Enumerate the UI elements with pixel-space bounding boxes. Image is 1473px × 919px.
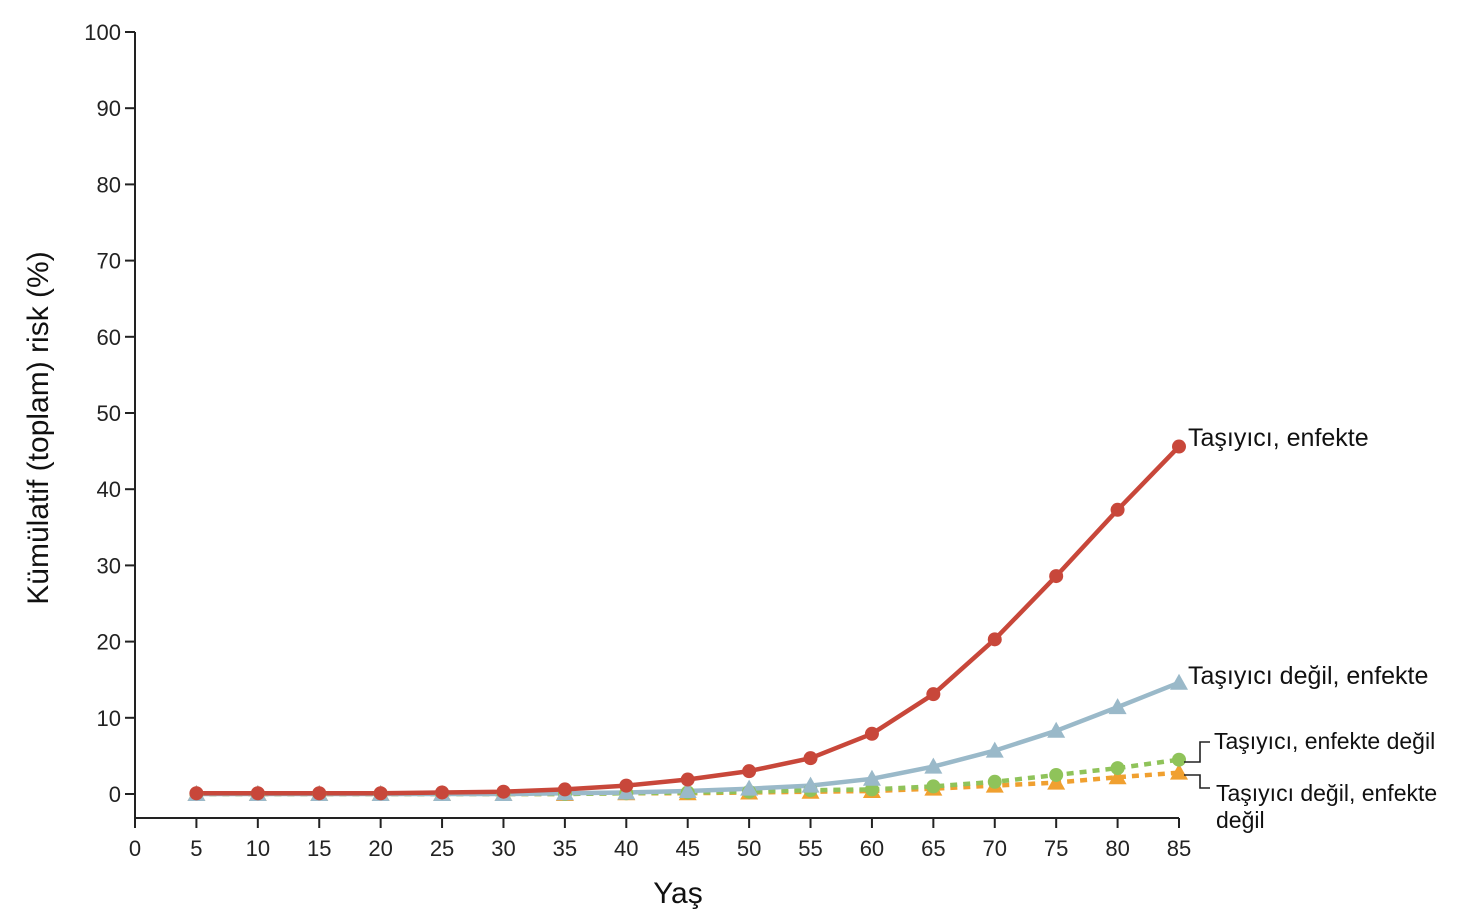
x-tick-label-0: 0 <box>129 836 141 861</box>
series-label-noncarrier-infected: Taşıyıcı değil, enfekte <box>1188 662 1428 690</box>
x-tick-label-70: 70 <box>983 836 1007 861</box>
series-1-point-80 <box>1108 698 1127 715</box>
series-markers <box>187 439 1188 801</box>
y-tick-label-100: 100 <box>84 20 121 45</box>
series-1-point-75 <box>1047 721 1066 738</box>
series-0-point-70 <box>987 632 1002 647</box>
x-tick-label-75: 75 <box>1044 836 1068 861</box>
series-line-3 <box>196 770 1180 797</box>
x-tick-label-65: 65 <box>921 836 945 861</box>
x-tick-label-10: 10 <box>246 836 270 861</box>
series-line-2 <box>196 757 1180 797</box>
series-0-point-40 <box>619 778 634 793</box>
x-tick-label-25: 25 <box>430 836 454 861</box>
series-0-point-30 <box>496 784 511 799</box>
label-bracket-noncarrier-uninfected <box>1184 774 1210 789</box>
series-0-point-20 <box>373 786 388 801</box>
label-bracket-carrier-uninfected <box>1184 741 1210 763</box>
y-tick-label-90: 90 <box>97 96 121 121</box>
y-tick-label-30: 30 <box>97 553 121 578</box>
series-1-point-45 <box>678 781 697 798</box>
series-1-point-70 <box>985 741 1004 758</box>
series-1-point-55 <box>801 776 820 793</box>
series-0-point-15 <box>312 786 327 801</box>
y-tick-label-50: 50 <box>97 401 121 426</box>
y-tick-label-0: 0 <box>109 782 121 807</box>
x-tick-label-20: 20 <box>368 836 392 861</box>
y-tick-label-40: 40 <box>97 477 121 502</box>
series-0-point-65 <box>926 687 941 702</box>
x-tick-label-50: 50 <box>737 836 761 861</box>
series-0-point-10 <box>250 786 265 801</box>
series-0-point-45 <box>680 772 695 787</box>
x-tick-label-45: 45 <box>675 836 699 861</box>
series-label-carrier-uninfected: Taşıyıcı, enfekte değil <box>1214 728 1435 754</box>
series-2-point-75 <box>1049 767 1064 782</box>
y-axis-title: Kümülatif (toplam) risk (%) <box>22 251 55 604</box>
series-label-noncarrier-uninfected-line2: değil <box>1216 807 1265 833</box>
series-label-noncarrier-uninfected-line1: Taşıyıcı değil, enfekte <box>1216 780 1437 806</box>
x-tick-label-85: 85 <box>1167 836 1191 861</box>
series-2-point-85 <box>1172 752 1186 767</box>
y-tick-label-60: 60 <box>97 325 121 350</box>
series-0-point-80 <box>1110 502 1125 517</box>
series-line-0 <box>194 444 1182 796</box>
series-0-point-50 <box>742 764 757 779</box>
x-tick-label-55: 55 <box>798 836 822 861</box>
x-tick-label-35: 35 <box>553 836 577 861</box>
series-0-point-75 <box>1049 569 1064 584</box>
series-1-point-50 <box>740 779 759 796</box>
y-tick-label-80: 80 <box>97 172 121 197</box>
axes: 0 10 20 30 40 50 60 70 80 90 100 0 5 10 15 20 25 30 35 40 45… <box>84 20 1191 861</box>
series-0-point-35 <box>557 782 572 797</box>
series-1-point-85 <box>1170 673 1188 690</box>
series-2-point-60 <box>864 782 879 797</box>
series-2-point-65 <box>926 779 941 794</box>
series-0-point-5 <box>189 786 204 801</box>
x-tick-label-15: 15 <box>307 836 331 861</box>
x-tick-label-5: 5 <box>190 836 202 861</box>
x-tick-label-30: 30 <box>491 836 515 861</box>
series-label-carrier-infected: Taşıyıcı, enfekte <box>1188 424 1369 452</box>
series-1-point-65 <box>924 757 943 774</box>
x-tick-label-40: 40 <box>614 836 638 861</box>
series-1-point-60 <box>862 769 881 786</box>
series-0-point-60 <box>864 726 879 741</box>
series-lines <box>194 444 1182 797</box>
y-tick-label-20: 20 <box>97 630 121 655</box>
series-0-point-25 <box>435 785 450 800</box>
x-tick-label-60: 60 <box>860 836 884 861</box>
series-2-point-70 <box>987 774 1002 789</box>
x-tick-label-80: 80 <box>1105 836 1129 861</box>
y-tick-label-10: 10 <box>97 706 121 731</box>
series-3-point-80 <box>1108 768 1127 785</box>
series-0-point-55 <box>803 751 818 766</box>
series-0-point-85 <box>1172 439 1186 454</box>
series-2-point-80 <box>1110 761 1125 776</box>
series-3-point-85 <box>1170 763 1188 780</box>
y-tick-label-70: 70 <box>97 249 121 274</box>
x-axis-title: Yaş <box>653 877 702 910</box>
